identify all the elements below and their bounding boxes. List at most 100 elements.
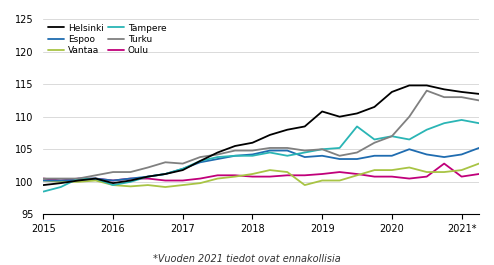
- Line: Tampere: Tampere: [43, 92, 494, 192]
- Tampere: [354, 125, 360, 128]
- Tampere: [319, 148, 325, 151]
- Tampere: [407, 138, 412, 141]
- Vantaa: [476, 162, 482, 165]
- Oulu: [127, 177, 133, 180]
- Oulu: [285, 174, 290, 177]
- Turku: [249, 149, 255, 152]
- Turku: [441, 96, 447, 99]
- Oulu: [180, 179, 186, 182]
- Espoo: [407, 148, 412, 151]
- Espoo: [58, 179, 64, 182]
- Espoo: [145, 175, 151, 178]
- Turku: [145, 166, 151, 169]
- Tampere: [110, 183, 116, 187]
- Turku: [302, 149, 308, 152]
- Helsinki: [232, 144, 238, 148]
- Oulu: [41, 177, 46, 180]
- Helsinki: [41, 183, 46, 187]
- Tampere: [93, 177, 99, 180]
- Helsinki: [58, 182, 64, 185]
- Text: *Vuoden 2021 tiedot ovat ennakollisia: *Vuoden 2021 tiedot ovat ennakollisia: [153, 254, 341, 264]
- Turku: [336, 154, 342, 157]
- Tampere: [336, 146, 342, 149]
- Vantaa: [58, 180, 64, 183]
- Tampere: [476, 122, 482, 125]
- Turku: [232, 149, 238, 152]
- Vantaa: [41, 179, 46, 182]
- Tampere: [75, 177, 81, 180]
- Espoo: [110, 179, 116, 182]
- Turku: [197, 156, 203, 159]
- Vantaa: [127, 185, 133, 188]
- Espoo: [389, 154, 395, 157]
- Turku: [267, 146, 273, 149]
- Helsinki: [441, 88, 447, 91]
- Helsinki: [180, 169, 186, 172]
- Vantaa: [145, 183, 151, 187]
- Espoo: [197, 161, 203, 164]
- Tampere: [458, 118, 464, 122]
- Espoo: [441, 156, 447, 159]
- Vantaa: [249, 173, 255, 176]
- Tampere: [285, 154, 290, 157]
- Helsinki: [407, 84, 412, 87]
- Espoo: [127, 177, 133, 180]
- Oulu: [145, 177, 151, 180]
- Tampere: [441, 122, 447, 125]
- Turku: [58, 177, 64, 180]
- Vantaa: [180, 183, 186, 187]
- Vantaa: [215, 177, 221, 180]
- Helsinki: [354, 112, 360, 115]
- Tampere: [215, 156, 221, 159]
- Oulu: [267, 175, 273, 178]
- Helsinki: [285, 128, 290, 131]
- Helsinki: [197, 159, 203, 162]
- Oulu: [110, 179, 116, 182]
- Tampere: [180, 167, 186, 170]
- Legend: Helsinki, Espoo, Vantaa, Tampere, Turku, Oulu: Helsinki, Espoo, Vantaa, Tampere, Turku,…: [46, 22, 168, 57]
- Espoo: [319, 154, 325, 157]
- Oulu: [407, 177, 412, 180]
- Line: Helsinki: Helsinki: [43, 31, 494, 185]
- Vantaa: [75, 180, 81, 183]
- Turku: [180, 162, 186, 165]
- Tampere: [424, 128, 430, 131]
- Oulu: [58, 179, 64, 182]
- Oulu: [163, 179, 168, 182]
- Helsinki: [93, 177, 99, 180]
- Espoo: [458, 153, 464, 156]
- Line: Turku: Turku: [43, 46, 494, 179]
- Vantaa: [163, 186, 168, 189]
- Turku: [354, 151, 360, 154]
- Vantaa: [371, 169, 377, 172]
- Oulu: [215, 174, 221, 177]
- Vantaa: [441, 170, 447, 174]
- Turku: [163, 161, 168, 164]
- Espoo: [232, 154, 238, 157]
- Tampere: [41, 190, 46, 193]
- Espoo: [75, 178, 81, 182]
- Oulu: [354, 173, 360, 176]
- Espoo: [249, 153, 255, 156]
- Tampere: [267, 151, 273, 154]
- Helsinki: [110, 182, 116, 185]
- Helsinki: [424, 84, 430, 87]
- Turku: [110, 170, 116, 174]
- Espoo: [267, 149, 273, 152]
- Turku: [371, 141, 377, 144]
- Helsinki: [267, 133, 273, 136]
- Espoo: [371, 154, 377, 157]
- Oulu: [232, 174, 238, 177]
- Turku: [389, 135, 395, 138]
- Helsinki: [249, 141, 255, 144]
- Espoo: [476, 146, 482, 149]
- Helsinki: [336, 115, 342, 118]
- Espoo: [163, 173, 168, 176]
- Tampere: [371, 138, 377, 141]
- Vantaa: [319, 179, 325, 182]
- Helsinki: [302, 125, 308, 128]
- Turku: [215, 153, 221, 156]
- Tampere: [127, 180, 133, 183]
- Turku: [93, 174, 99, 177]
- Oulu: [319, 173, 325, 176]
